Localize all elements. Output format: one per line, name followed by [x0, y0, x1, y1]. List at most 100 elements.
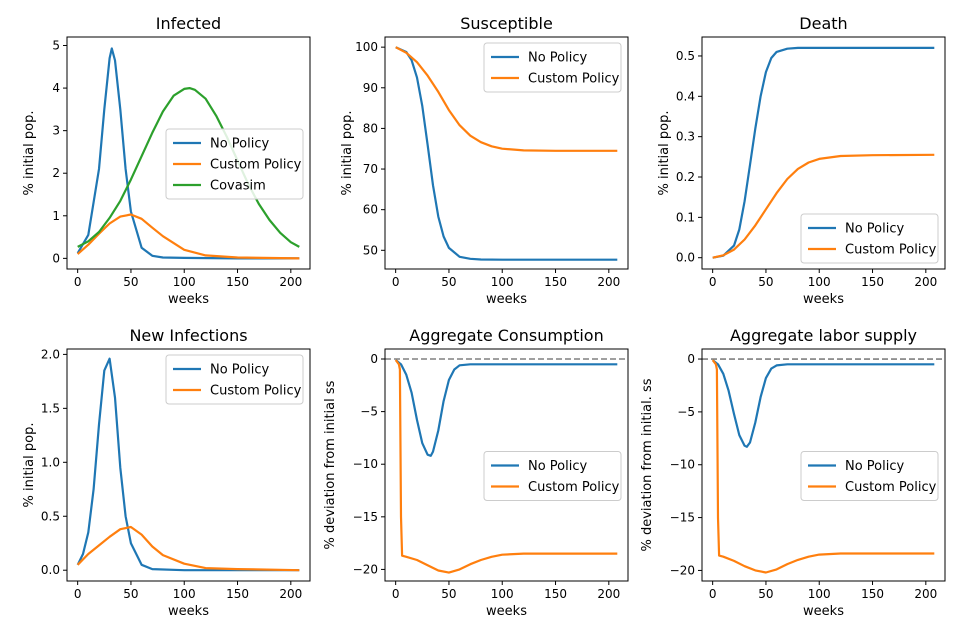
- x-tick-label: 200: [597, 587, 620, 601]
- legend-box: [800, 451, 939, 501]
- x-axis-label: weeks: [803, 604, 844, 619]
- subplot-title: Susceptible: [460, 14, 553, 33]
- y-tick-label: 70: [363, 162, 378, 176]
- series-line-1: [76, 47, 300, 260]
- x-tick-label: 50: [758, 275, 773, 289]
- y-tick-label: −20: [353, 562, 378, 576]
- x-tick-label: 0: [709, 275, 717, 289]
- legend-entry: No Policy: [528, 51, 588, 66]
- y-axis-label: % initial pop.: [22, 111, 37, 196]
- y-axis-label: % deviation from initial ss: [323, 380, 338, 549]
- y-tick-label: 3: [52, 124, 60, 138]
- subplot-1: 0 50 100 150 200 0 1 2 3 4 5 Infected weeks % initial…: [22, 14, 311, 307]
- x-tick-label: 100: [808, 275, 831, 289]
- x-tick-label: 100: [173, 587, 196, 601]
- x-tick-label: 150: [226, 275, 249, 289]
- y-tick-label: 60: [363, 203, 378, 217]
- legend: No Policy Custom Policy: [800, 213, 939, 264]
- y-tick-label: 80: [363, 121, 378, 135]
- x-tick-label: 0: [392, 587, 400, 601]
- legend-box: [483, 42, 622, 93]
- legend-entry: No Policy: [528, 459, 588, 474]
- y-tick-label: 1: [52, 209, 60, 223]
- y-tick-label: 100: [355, 40, 378, 54]
- legend: No Policy Custom Policy Covasim: [165, 128, 304, 200]
- y-tick-label: 0.0: [41, 563, 60, 577]
- legend-entry: No Policy: [210, 363, 270, 378]
- x-tick-label: 0: [74, 587, 82, 601]
- y-tick-label: 50: [363, 243, 378, 257]
- legend-box: [165, 128, 304, 200]
- x-tick-label: 150: [861, 275, 884, 289]
- y-tick-label: 5: [52, 39, 60, 53]
- series-line-2: [76, 213, 300, 260]
- x-tick-label: 50: [441, 275, 456, 289]
- series-line-2: [76, 525, 300, 572]
- y-tick-label: 0.5: [41, 509, 60, 523]
- y-tick-label: 2.0: [41, 347, 60, 361]
- y-tick-label: 0: [687, 352, 695, 366]
- y-tick-label: 0.4: [676, 89, 695, 103]
- legend-entry: Custom Policy: [528, 480, 620, 495]
- subplot-title: Aggregate Consumption: [409, 326, 603, 345]
- series-line-2: [712, 153, 935, 259]
- legend-box: [165, 354, 304, 405]
- y-tick-label: 0: [370, 352, 378, 366]
- y-tick-label: −5: [677, 405, 695, 419]
- subplot-title: Infected: [156, 14, 221, 33]
- legend: No Policy Custom Policy: [483, 42, 622, 93]
- series-line-2: [394, 359, 618, 574]
- y-tick-label: −15: [670, 511, 695, 525]
- x-tick-label: 0: [74, 275, 82, 289]
- y-tick-label: 4: [52, 81, 60, 95]
- subplot-2: 0 50 100 150 200 50 60 70 80 90 100 Susceptible week…: [340, 14, 629, 307]
- series-line-1: [712, 46, 935, 259]
- subplot-4: 0 50 100 150 200 0.0 0.5 1.0 1.5 2.0 New Infection…: [22, 326, 311, 619]
- series-line-3: [77, 87, 300, 248]
- x-tick-label: 100: [173, 275, 196, 289]
- x-axis-label: weeks: [168, 604, 209, 619]
- series-line-1: [395, 46, 618, 261]
- legend: No Policy Custom Policy: [800, 451, 939, 501]
- x-tick-label: 150: [544, 275, 567, 289]
- legend: No Policy Custom Policy: [483, 451, 622, 501]
- y-axis-label: % initial pop.: [657, 111, 672, 196]
- series-line-1: [76, 357, 300, 572]
- y-tick-label: 0.0: [676, 251, 695, 265]
- y-tick-label: −15: [353, 510, 378, 524]
- legend-entry: Custom Policy: [528, 72, 620, 87]
- x-tick-label: 50: [123, 587, 138, 601]
- axes-frame: [384, 348, 629, 582]
- y-tick-label: 0: [52, 251, 60, 265]
- subplot-title: Aggregate labor supply: [730, 326, 917, 345]
- series-line-2: [395, 46, 618, 152]
- x-tick-label: 50: [441, 587, 456, 601]
- y-tick-label: 1.0: [41, 455, 60, 469]
- x-tick-label: 100: [491, 587, 514, 601]
- series-line-2: [711, 359, 935, 574]
- y-tick-label: 0.3: [676, 130, 695, 144]
- y-tick-label: −10: [670, 458, 695, 472]
- subplot-3: 0 50 100 150 200 0.0 0.1 0.2 0.3 0.4 0.5 Death weeks…: [657, 14, 946, 307]
- x-tick-label: 200: [597, 275, 620, 289]
- legend-entry: Covasim: [210, 179, 266, 194]
- series-line-1: [395, 359, 618, 457]
- x-tick-label: 100: [808, 587, 831, 601]
- subplot-title: New Infections: [129, 326, 247, 345]
- x-axis-label: weeks: [486, 292, 527, 307]
- axes-frame: [701, 36, 946, 270]
- subplot-title: Death: [799, 14, 847, 33]
- x-tick-label: 150: [861, 587, 884, 601]
- y-tick-label: 1.5: [41, 401, 60, 415]
- y-tick-label: 90: [363, 81, 378, 95]
- x-axis-label: weeks: [486, 604, 527, 619]
- legend-entry: No Policy: [845, 459, 905, 474]
- axes-frame: [66, 36, 311, 270]
- axes-frame: [384, 36, 629, 270]
- series-line-1: [712, 359, 935, 448]
- legend-entry: Custom Policy: [210, 384, 302, 399]
- x-tick-label: 200: [279, 587, 302, 601]
- subplot-6: 0 50 100 150 200 0 −5 −10 −15 −20 Aggregate labor …: [640, 326, 946, 619]
- x-tick-label: 200: [279, 275, 302, 289]
